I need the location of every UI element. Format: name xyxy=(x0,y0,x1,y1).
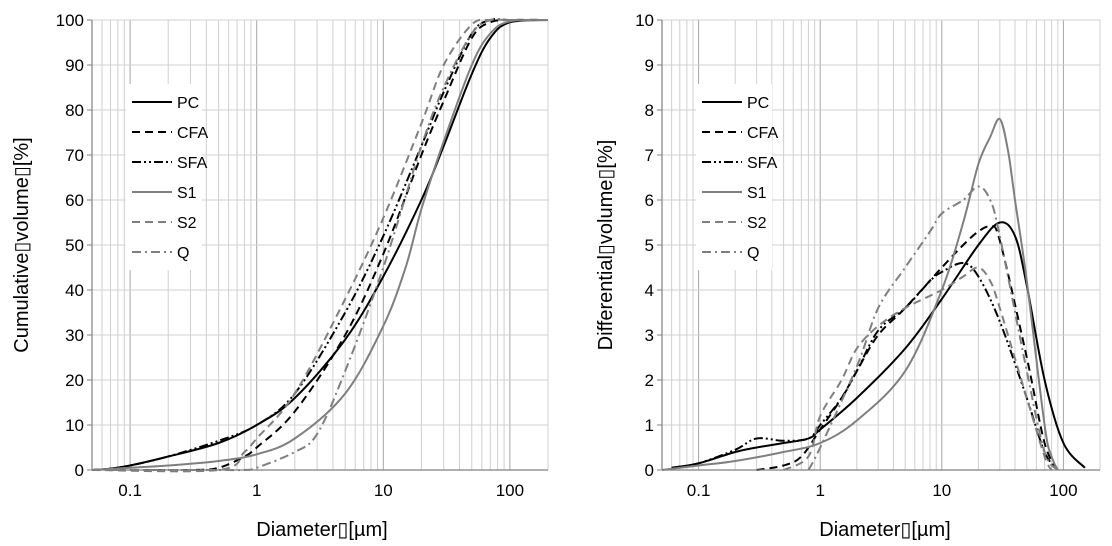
y-tick-label: 60 xyxy=(65,191,84,210)
legend-label-pc: PC xyxy=(177,95,199,112)
series-line-s2 xyxy=(783,266,1053,471)
y-tick-label: 2 xyxy=(645,371,654,390)
series-line-sfa xyxy=(91,18,548,471)
differential-volume-chart: 0 1 2 3 4 5 6 7 8 9 10 0.1 1 10 100 Diameter▯[µm] Diff… xyxy=(595,11,1101,541)
x-tick-label: 10 xyxy=(374,481,393,500)
cumulative-y-axis-title: Cumulative▯volume▯[%] xyxy=(11,137,33,352)
differential-curves xyxy=(661,117,1086,471)
legend-label-s1: S1 xyxy=(747,185,767,202)
differential-grid xyxy=(661,19,1101,471)
y-tick-label: 70 xyxy=(65,146,84,165)
x-tick-label: 1 xyxy=(815,481,824,500)
legend-label-q: Q xyxy=(747,245,759,262)
y-tick-label: 6 xyxy=(645,191,654,210)
y-tick-label: 90 xyxy=(65,56,84,75)
y-tick-label: 7 xyxy=(645,146,654,165)
series-line-q xyxy=(807,185,1059,471)
y-tick-label: 8 xyxy=(645,101,654,120)
cumulative-volume-chart: 0 10 20 30 40 50 60 70 80 90 100 0.1 1 10 100 Diameter… xyxy=(11,11,549,541)
y-tick-label: 100 xyxy=(56,11,84,30)
x-tick-label: 100 xyxy=(1049,481,1077,500)
y-tick-label: 40 xyxy=(65,281,84,300)
series-line-cfa xyxy=(91,18,549,472)
y-tick-label: 1 xyxy=(645,416,654,435)
legend-label-s1: S1 xyxy=(177,185,197,202)
y-tick-label: 20 xyxy=(65,371,84,390)
x-tick-label: 10 xyxy=(932,481,951,500)
cumulative-x-axis-title: Diameter▯[µm] xyxy=(256,519,387,541)
differential-axes xyxy=(657,19,1100,471)
x-tick-label: 0.1 xyxy=(687,481,711,500)
legend-label-q: Q xyxy=(177,245,189,262)
x-tick-label: 0.1 xyxy=(118,481,142,500)
series-line-pc xyxy=(671,221,1086,469)
y-tick-label: 80 xyxy=(65,101,84,120)
series-line-s1 xyxy=(91,18,549,471)
x-tick-label: 1 xyxy=(252,481,261,500)
y-tick-label: 4 xyxy=(645,281,654,300)
legend-label-sfa: SFA xyxy=(747,155,778,172)
differential-x-axis-title: Diameter▯[µm] xyxy=(819,519,950,541)
legend-label-pc: PC xyxy=(747,95,769,112)
legend-label-s2: S2 xyxy=(177,215,197,232)
y-tick-label: 50 xyxy=(65,236,84,255)
y-tick-label: 0 xyxy=(645,461,654,480)
y-tick-label: 0 xyxy=(75,461,84,480)
legend-label-cfa: CFA xyxy=(747,125,778,142)
series-line-s1 xyxy=(661,117,1059,471)
x-tick-label: 100 xyxy=(496,481,524,500)
legend-label-sfa: SFA xyxy=(177,155,208,172)
legend-label-s2: S2 xyxy=(747,215,767,232)
differential-legend: PC CFA SFA S1 S2 Q xyxy=(696,84,778,270)
legend-label-cfa: CFA xyxy=(177,125,208,142)
y-tick-label: 10 xyxy=(635,11,654,30)
cumulative-axes xyxy=(87,19,548,471)
legend-background xyxy=(126,84,202,270)
y-tick-label: 3 xyxy=(645,326,654,345)
y-tick-label: 10 xyxy=(65,416,84,435)
y-tick-label: 5 xyxy=(645,236,654,255)
y-tick-label: 9 xyxy=(645,56,654,75)
cumulative-tick-labels: 0 10 20 30 40 50 60 70 80 90 100 0.1 1 10 100 xyxy=(56,11,524,500)
series-line-sfa xyxy=(671,261,1059,471)
legend-background xyxy=(696,84,772,270)
y-tick-label: 30 xyxy=(65,326,84,345)
differential-y-axis-title: Differential▯volume▯[%] xyxy=(595,140,617,351)
differential-tick-labels: 0 1 2 3 4 5 6 7 8 9 10 0.1 1 10 100 xyxy=(635,11,1078,500)
cumulative-legend: PC CFA SFA S1 S2 Q xyxy=(126,84,208,270)
series-line-cfa xyxy=(756,225,1059,471)
